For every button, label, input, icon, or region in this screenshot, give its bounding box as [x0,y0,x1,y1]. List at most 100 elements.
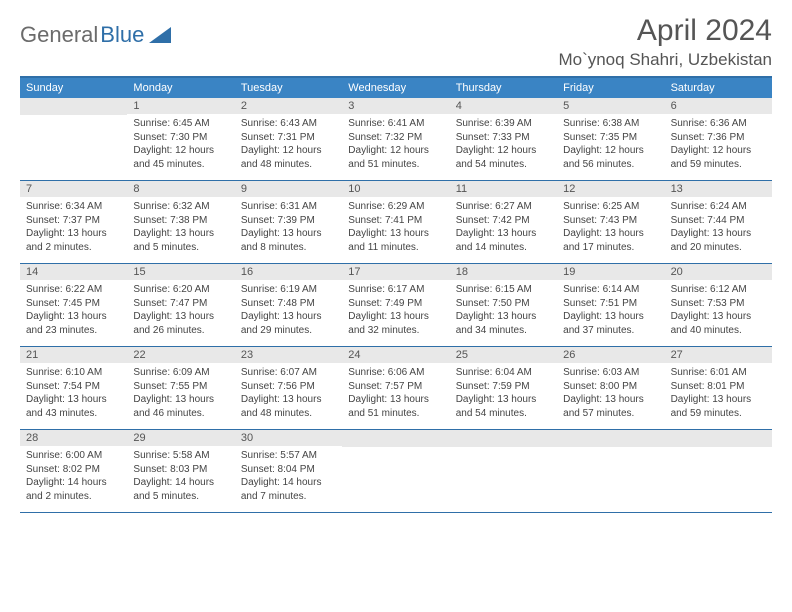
day-info: Sunrise: 6:09 AMSunset: 7:55 PMDaylight:… [127,363,234,424]
daylight-text-2: and 32 minutes. [348,324,443,338]
day-cell [20,98,127,180]
sunrise-text: Sunrise: 6:41 AM [348,117,443,131]
daylight-text-1: Daylight: 13 hours [241,310,336,324]
week-row: 7Sunrise: 6:34 AMSunset: 7:37 PMDaylight… [20,181,772,264]
day-cell [665,430,772,512]
day-info: Sunrise: 6:12 AMSunset: 7:53 PMDaylight:… [665,280,772,341]
day-cell: 28Sunrise: 6:00 AMSunset: 8:02 PMDayligh… [20,430,127,512]
sunrise-text: Sunrise: 6:32 AM [133,200,228,214]
day-info: Sunrise: 6:39 AMSunset: 7:33 PMDaylight:… [450,114,557,175]
sunrise-text: Sunrise: 6:27 AM [456,200,551,214]
day-info: Sunrise: 6:38 AMSunset: 7:35 PMDaylight:… [557,114,664,175]
day-cell: 7Sunrise: 6:34 AMSunset: 7:37 PMDaylight… [20,181,127,263]
day-cell: 10Sunrise: 6:29 AMSunset: 7:41 PMDayligh… [342,181,449,263]
sunset-text: Sunset: 7:53 PM [671,297,766,311]
weekday-wednesday: Wednesday [342,78,449,98]
sunset-text: Sunset: 7:39 PM [241,214,336,228]
calendar: SundayMondayTuesdayWednesdayThursdayFrid… [20,76,772,513]
day-number: 25 [450,347,557,363]
daylight-text-1: Daylight: 13 hours [241,227,336,241]
triangle-icon [149,27,171,43]
day-info: Sunrise: 6:20 AMSunset: 7:47 PMDaylight:… [127,280,234,341]
sunset-text: Sunset: 7:56 PM [241,380,336,394]
day-info: Sunrise: 6:24 AMSunset: 7:44 PMDaylight:… [665,197,772,258]
daylight-text-2: and 59 minutes. [671,158,766,172]
sunset-text: Sunset: 7:36 PM [671,131,766,145]
day-cell: 18Sunrise: 6:15 AMSunset: 7:50 PMDayligh… [450,264,557,346]
day-cell: 8Sunrise: 6:32 AMSunset: 7:38 PMDaylight… [127,181,234,263]
daylight-text-2: and 57 minutes. [563,407,658,421]
daylight-text-2: and 45 minutes. [133,158,228,172]
empty-day-num [665,430,772,447]
day-number: 13 [665,181,772,197]
day-info: Sunrise: 6:22 AMSunset: 7:45 PMDaylight:… [20,280,127,341]
daylight-text-2: and 40 minutes. [671,324,766,338]
sunset-text: Sunset: 7:48 PM [241,297,336,311]
weekday-tuesday: Tuesday [235,78,342,98]
day-number: 15 [127,264,234,280]
daylight-text-2: and 46 minutes. [133,407,228,421]
daylight-text-1: Daylight: 13 hours [563,310,658,324]
sunset-text: Sunset: 8:04 PM [241,463,336,477]
day-number: 18 [450,264,557,280]
day-info: Sunrise: 6:25 AMSunset: 7:43 PMDaylight:… [557,197,664,258]
sunset-text: Sunset: 8:01 PM [671,380,766,394]
sunset-text: Sunset: 7:32 PM [348,131,443,145]
daylight-text-2: and 8 minutes. [241,241,336,255]
weekday-header-row: SundayMondayTuesdayWednesdayThursdayFrid… [20,78,772,98]
day-info: Sunrise: 6:41 AMSunset: 7:32 PMDaylight:… [342,114,449,175]
sunrise-text: Sunrise: 6:36 AM [671,117,766,131]
daylight-text-1: Daylight: 13 hours [671,310,766,324]
weekday-thursday: Thursday [450,78,557,98]
sunset-text: Sunset: 7:59 PM [456,380,551,394]
day-info: Sunrise: 6:19 AMSunset: 7:48 PMDaylight:… [235,280,342,341]
day-cell: 25Sunrise: 6:04 AMSunset: 7:59 PMDayligh… [450,347,557,429]
daylight-text-1: Daylight: 13 hours [133,227,228,241]
day-info: Sunrise: 6:04 AMSunset: 7:59 PMDaylight:… [450,363,557,424]
day-number: 14 [20,264,127,280]
day-info: Sunrise: 6:14 AMSunset: 7:51 PMDaylight:… [557,280,664,341]
sunset-text: Sunset: 7:51 PM [563,297,658,311]
day-number: 26 [557,347,664,363]
day-info: Sunrise: 6:17 AMSunset: 7:49 PMDaylight:… [342,280,449,341]
sunset-text: Sunset: 8:02 PM [26,463,121,477]
day-cell: 5Sunrise: 6:38 AMSunset: 7:35 PMDaylight… [557,98,664,180]
day-info: Sunrise: 6:15 AMSunset: 7:50 PMDaylight:… [450,280,557,341]
sunrise-text: Sunrise: 5:57 AM [241,449,336,463]
daylight-text-1: Daylight: 13 hours [26,227,121,241]
daylight-text-1: Daylight: 13 hours [133,310,228,324]
sunrise-text: Sunrise: 6:25 AM [563,200,658,214]
title-block: April 2024 Mo`ynoq Shahri, Uzbekistan [558,14,772,70]
daylight-text-2: and 26 minutes. [133,324,228,338]
daylight-text-2: and 34 minutes. [456,324,551,338]
day-number: 29 [127,430,234,446]
day-number: 5 [557,98,664,114]
day-number: 12 [557,181,664,197]
day-cell [557,430,664,512]
daylight-text-1: Daylight: 13 hours [26,310,121,324]
day-cell: 23Sunrise: 6:07 AMSunset: 7:56 PMDayligh… [235,347,342,429]
day-cell: 13Sunrise: 6:24 AMSunset: 7:44 PMDayligh… [665,181,772,263]
sunrise-text: Sunrise: 6:09 AM [133,366,228,380]
day-cell: 11Sunrise: 6:27 AMSunset: 7:42 PMDayligh… [450,181,557,263]
daylight-text-1: Daylight: 13 hours [563,227,658,241]
day-info: Sunrise: 5:57 AMSunset: 8:04 PMDaylight:… [235,446,342,507]
day-number: 16 [235,264,342,280]
sunrise-text: Sunrise: 6:06 AM [348,366,443,380]
day-info: Sunrise: 6:27 AMSunset: 7:42 PMDaylight:… [450,197,557,258]
empty-day-num [20,98,127,115]
daylight-text-1: Daylight: 14 hours [241,476,336,490]
daylight-text-2: and 20 minutes. [671,241,766,255]
daylight-text-1: Daylight: 13 hours [456,393,551,407]
sunrise-text: Sunrise: 6:04 AM [456,366,551,380]
sunrise-text: Sunrise: 6:34 AM [26,200,121,214]
sunset-text: Sunset: 7:57 PM [348,380,443,394]
sunrise-text: Sunrise: 5:58 AM [133,449,228,463]
sunrise-text: Sunrise: 6:29 AM [348,200,443,214]
day-info: Sunrise: 6:01 AMSunset: 8:01 PMDaylight:… [665,363,772,424]
daylight-text-1: Daylight: 13 hours [348,227,443,241]
day-info: Sunrise: 6:29 AMSunset: 7:41 PMDaylight:… [342,197,449,258]
daylight-text-1: Daylight: 13 hours [348,393,443,407]
sunrise-text: Sunrise: 6:12 AM [671,283,766,297]
day-info: Sunrise: 6:03 AMSunset: 8:00 PMDaylight:… [557,363,664,424]
